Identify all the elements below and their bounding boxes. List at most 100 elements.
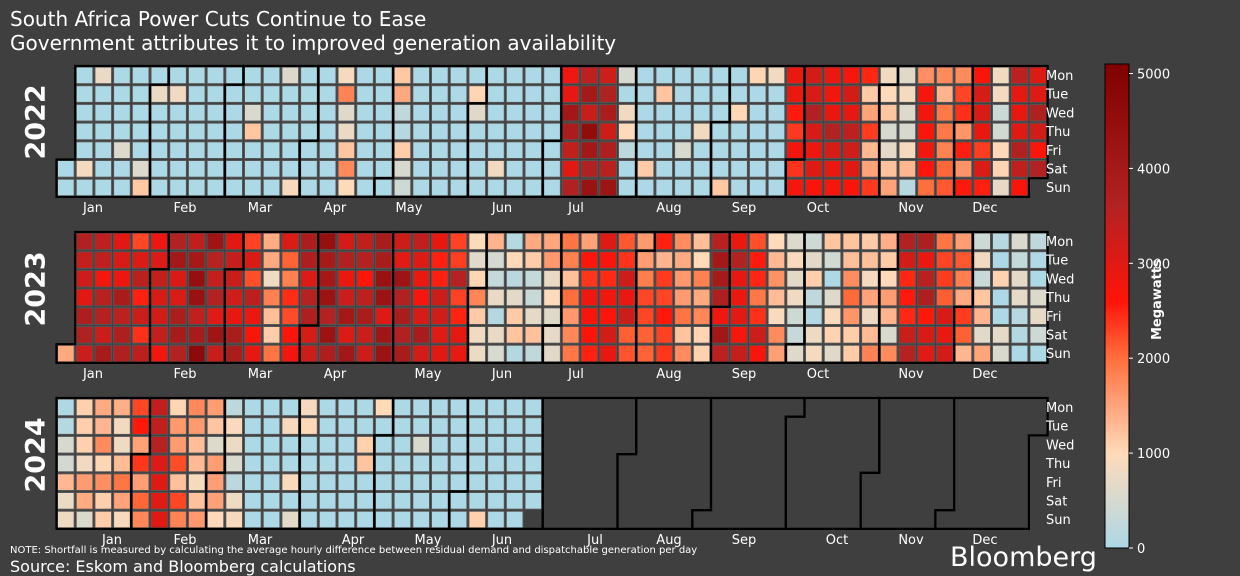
day-cell: [580, 122, 599, 141]
day-cell: [94, 160, 113, 178]
day-cell: [113, 232, 131, 251]
day-cell: [94, 85, 113, 103]
day-cell: [337, 454, 356, 473]
day-cell: [187, 510, 206, 529]
month-outline: [784, 396, 881, 531]
day-cell: [94, 251, 113, 269]
day-cell: [524, 122, 543, 141]
day-cell: [356, 85, 374, 103]
day-cell: [187, 473, 206, 491]
day-cell: [711, 232, 730, 251]
day-cell: [94, 492, 113, 510]
month-label: May: [415, 533, 442, 548]
day-cell: [131, 417, 150, 435]
day-cell: [468, 269, 487, 288]
day-cell: [674, 103, 692, 122]
day-cell: [75, 141, 94, 160]
day-cell: [861, 122, 879, 141]
day-cell: [244, 417, 262, 435]
day-cell: [337, 66, 356, 85]
day-cell: [711, 178, 730, 197]
day-cell: [244, 251, 262, 269]
day-cell: [337, 141, 356, 160]
day-cell: [75, 103, 94, 122]
day-cell: [300, 307, 318, 325]
day-cell: [57, 160, 75, 178]
day-cell: [393, 103, 412, 122]
day-cell: [393, 307, 412, 325]
day-cell: [337, 160, 356, 178]
day-cell: [935, 122, 954, 141]
day-cell: [57, 435, 75, 454]
day-cell: [524, 178, 543, 197]
day-cell: [618, 326, 636, 344]
day-cell: [281, 232, 300, 251]
day-cell: [356, 307, 374, 325]
day-cell: [225, 141, 244, 160]
day-cell: [992, 160, 1010, 178]
day-cell: [150, 232, 169, 251]
day-cell: [973, 288, 991, 307]
day-cell: [318, 232, 337, 251]
day-cell: [374, 66, 393, 85]
day-cell: [206, 269, 225, 288]
day-cell: [580, 141, 599, 160]
day-cell: [823, 85, 842, 103]
day-cell: [636, 269, 655, 288]
colorbar-tick-label: 5000: [1137, 67, 1170, 82]
day-cell: [225, 435, 244, 454]
day-cell: [337, 288, 356, 307]
day-cell: [281, 326, 300, 344]
day-cell: [75, 269, 94, 288]
day-cell: [561, 141, 580, 160]
day-cell: [973, 232, 991, 251]
day-cell: [524, 141, 543, 160]
day-cell: [113, 103, 131, 122]
day-cell: [954, 103, 973, 122]
day-cell: [524, 251, 543, 269]
day-cell: [225, 103, 244, 122]
day-cell: [917, 178, 935, 197]
day-cell: [431, 454, 449, 473]
day-cell: [468, 510, 487, 529]
day-cell: [898, 103, 917, 122]
day-cell: [374, 85, 393, 103]
day-cell: [393, 417, 412, 435]
day-cell: [580, 269, 599, 288]
day-cell: [1029, 85, 1048, 103]
day-cell: [992, 141, 1010, 160]
day-cell: [524, 344, 543, 363]
day-cell: [1029, 103, 1048, 122]
day-cell: [786, 178, 804, 197]
day-cell: [412, 269, 430, 288]
day-cell: [861, 141, 879, 160]
day-cell: [206, 435, 225, 454]
day-cell: [505, 178, 524, 197]
day-cell: [449, 160, 468, 178]
day-cell: [861, 66, 879, 85]
month-label: Jun: [491, 201, 512, 216]
day-cell: [767, 85, 786, 103]
day-cell: [524, 326, 543, 344]
weekday-label: Mon: [1046, 235, 1073, 250]
day-cell: [898, 344, 917, 363]
day-cell: [337, 269, 356, 288]
day-cell: [505, 122, 524, 141]
day-cell: [94, 178, 113, 197]
day-cell: [337, 85, 356, 103]
day-cell: [636, 66, 655, 85]
day-cell: [599, 66, 617, 85]
day-cell: [244, 160, 262, 178]
day-cell: [374, 288, 393, 307]
day-cell: [935, 103, 954, 122]
day-cell: [711, 160, 730, 178]
day-cell: [337, 307, 356, 325]
day-cell: [861, 288, 879, 307]
month-label: Aug: [656, 533, 681, 548]
day-cell: [973, 326, 991, 344]
day-cell: [187, 326, 206, 344]
day-cell: [412, 344, 430, 363]
day-cell: [505, 398, 524, 417]
month-label: Apr: [342, 533, 365, 548]
day-cell: [805, 141, 823, 160]
